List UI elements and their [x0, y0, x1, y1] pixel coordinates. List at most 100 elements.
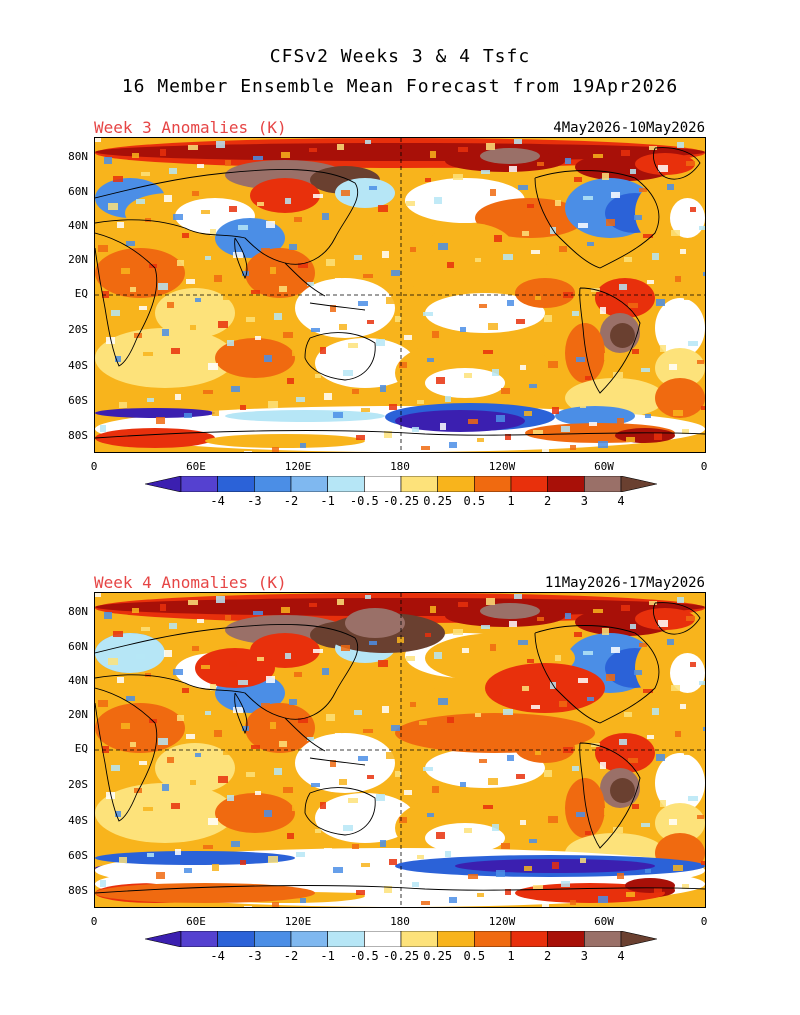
- anomaly-speck: [283, 787, 293, 793]
- latitude-tick-label: 80S: [68, 429, 88, 442]
- anomaly-speck: [391, 725, 400, 731]
- anomaly-speck: [186, 279, 195, 284]
- anomaly-speck: [555, 200, 561, 206]
- anomaly-speck: [535, 751, 541, 755]
- anomaly-speck: [313, 649, 323, 653]
- anomaly-speck: [371, 366, 380, 370]
- anomaly-speck: [690, 662, 696, 667]
- colorbar-low-arrow: [144, 475, 182, 493]
- anomaly-speck: [238, 225, 248, 230]
- anomaly-speck: [384, 886, 392, 893]
- longitude-tick-label: 0: [90, 460, 98, 473]
- colorbar-swatch: [474, 930, 512, 948]
- anomaly-speck: [341, 645, 350, 651]
- anomaly-speck: [703, 727, 705, 731]
- anomaly-speck: [542, 449, 549, 452]
- longitude-tick-label: 60E: [186, 460, 206, 473]
- anomaly-speck: [169, 623, 177, 629]
- anomaly-speck: [339, 324, 347, 330]
- colorbar-swatch: [547, 475, 585, 493]
- colorbar-swatch: [510, 475, 548, 493]
- anomaly-speck: [421, 446, 430, 450]
- anomaly-speck: [164, 650, 172, 657]
- panel-title: Week 4 Anomalies (K): [94, 573, 287, 592]
- anomaly-speck: [384, 431, 392, 438]
- anomaly-speck: [488, 323, 498, 330]
- anomaly-speck: [259, 837, 267, 841]
- anomaly-speck: [615, 693, 621, 699]
- anomaly-speck: [440, 423, 446, 430]
- anomaly-region: [395, 410, 525, 432]
- anomaly-speck: [274, 313, 282, 320]
- latitude-tick-label: 60S: [68, 849, 88, 862]
- longitude-tick-label: 180: [390, 460, 410, 473]
- anomaly-speck: [218, 321, 228, 328]
- anomaly-speck: [154, 237, 162, 244]
- anomaly-region: [595, 733, 655, 773]
- coastlines: [95, 602, 705, 894]
- anomaly-speck: [251, 290, 260, 294]
- anomaly-speck: [427, 358, 434, 362]
- anomaly-speck: [604, 353, 612, 360]
- anomaly-speck: [257, 202, 264, 206]
- anomaly-region: [205, 434, 365, 448]
- anomaly-speck: [333, 867, 343, 873]
- anomaly-speck: [430, 606, 436, 613]
- anomaly-speck: [423, 312, 433, 316]
- anomaly-speck: [555, 655, 561, 661]
- anomaly-speck: [199, 344, 207, 348]
- anomaly-speck: [311, 328, 320, 332]
- anomaly-region: [635, 153, 695, 175]
- anomaly-speck: [389, 404, 397, 410]
- anomaly-speck: [557, 835, 564, 841]
- latitude-tick-label: 40N: [68, 219, 88, 232]
- anomaly-speck: [399, 817, 407, 823]
- anomaly-region: [670, 653, 705, 693]
- anomaly-speck: [298, 718, 308, 723]
- anomaly-speck: [367, 775, 374, 779]
- anomaly-speck: [697, 815, 704, 819]
- anomaly-speck: [464, 373, 472, 378]
- colorbar-svg: [144, 475, 658, 493]
- anomaly-speck: [606, 674, 615, 681]
- anomaly-speck: [188, 600, 198, 605]
- anomaly-speck: [182, 688, 189, 693]
- anomaly-speck: [287, 833, 294, 839]
- anomaly-speck: [677, 597, 684, 603]
- anomaly-speck: [184, 413, 192, 418]
- anomaly-speck: [667, 184, 674, 190]
- colorbar-label: 0.5: [463, 494, 486, 508]
- anomaly-region: [95, 408, 215, 418]
- colorbar-low-arrow: [144, 930, 182, 948]
- anomaly-speck: [98, 245, 108, 252]
- coastline-path: [95, 885, 705, 894]
- week3-map-panel: Week 3 Anomalies (K) 4May2026-10May2026 …: [0, 110, 800, 560]
- figure-title-line2: 16 Member Ensemble Mean Forecast from 19…: [121, 76, 679, 97]
- anomaly-speck: [285, 653, 291, 659]
- colorbar-label: 2: [544, 494, 552, 508]
- anomaly-speck: [580, 858, 586, 863]
- anomaly-speck: [656, 754, 665, 761]
- anomaly-speck: [339, 779, 347, 785]
- anomaly-speck: [593, 154, 603, 158]
- anomaly-speck: [652, 253, 659, 260]
- anomaly-region: [595, 278, 655, 318]
- anomaly-region: [345, 608, 405, 638]
- colorbar-swatch: [217, 475, 255, 493]
- anomaly-speck: [486, 598, 495, 605]
- anomaly-speck: [322, 668, 329, 675]
- anomaly-speck: [544, 315, 552, 322]
- anomaly-speck: [313, 194, 323, 198]
- anomaly-speck: [289, 699, 297, 705]
- anomaly-speck: [162, 329, 169, 336]
- anomaly-speck: [391, 270, 400, 276]
- anomaly-speck: [606, 219, 615, 226]
- anomaly-speck: [298, 263, 308, 268]
- anomaly-speck: [195, 753, 201, 757]
- anomaly-speck: [182, 233, 189, 238]
- anomaly-speck: [473, 392, 483, 396]
- anomaly-speck: [231, 386, 240, 392]
- anomaly-speck: [190, 780, 196, 785]
- anomaly-speck: [406, 656, 415, 661]
- anomaly-speck: [253, 611, 263, 615]
